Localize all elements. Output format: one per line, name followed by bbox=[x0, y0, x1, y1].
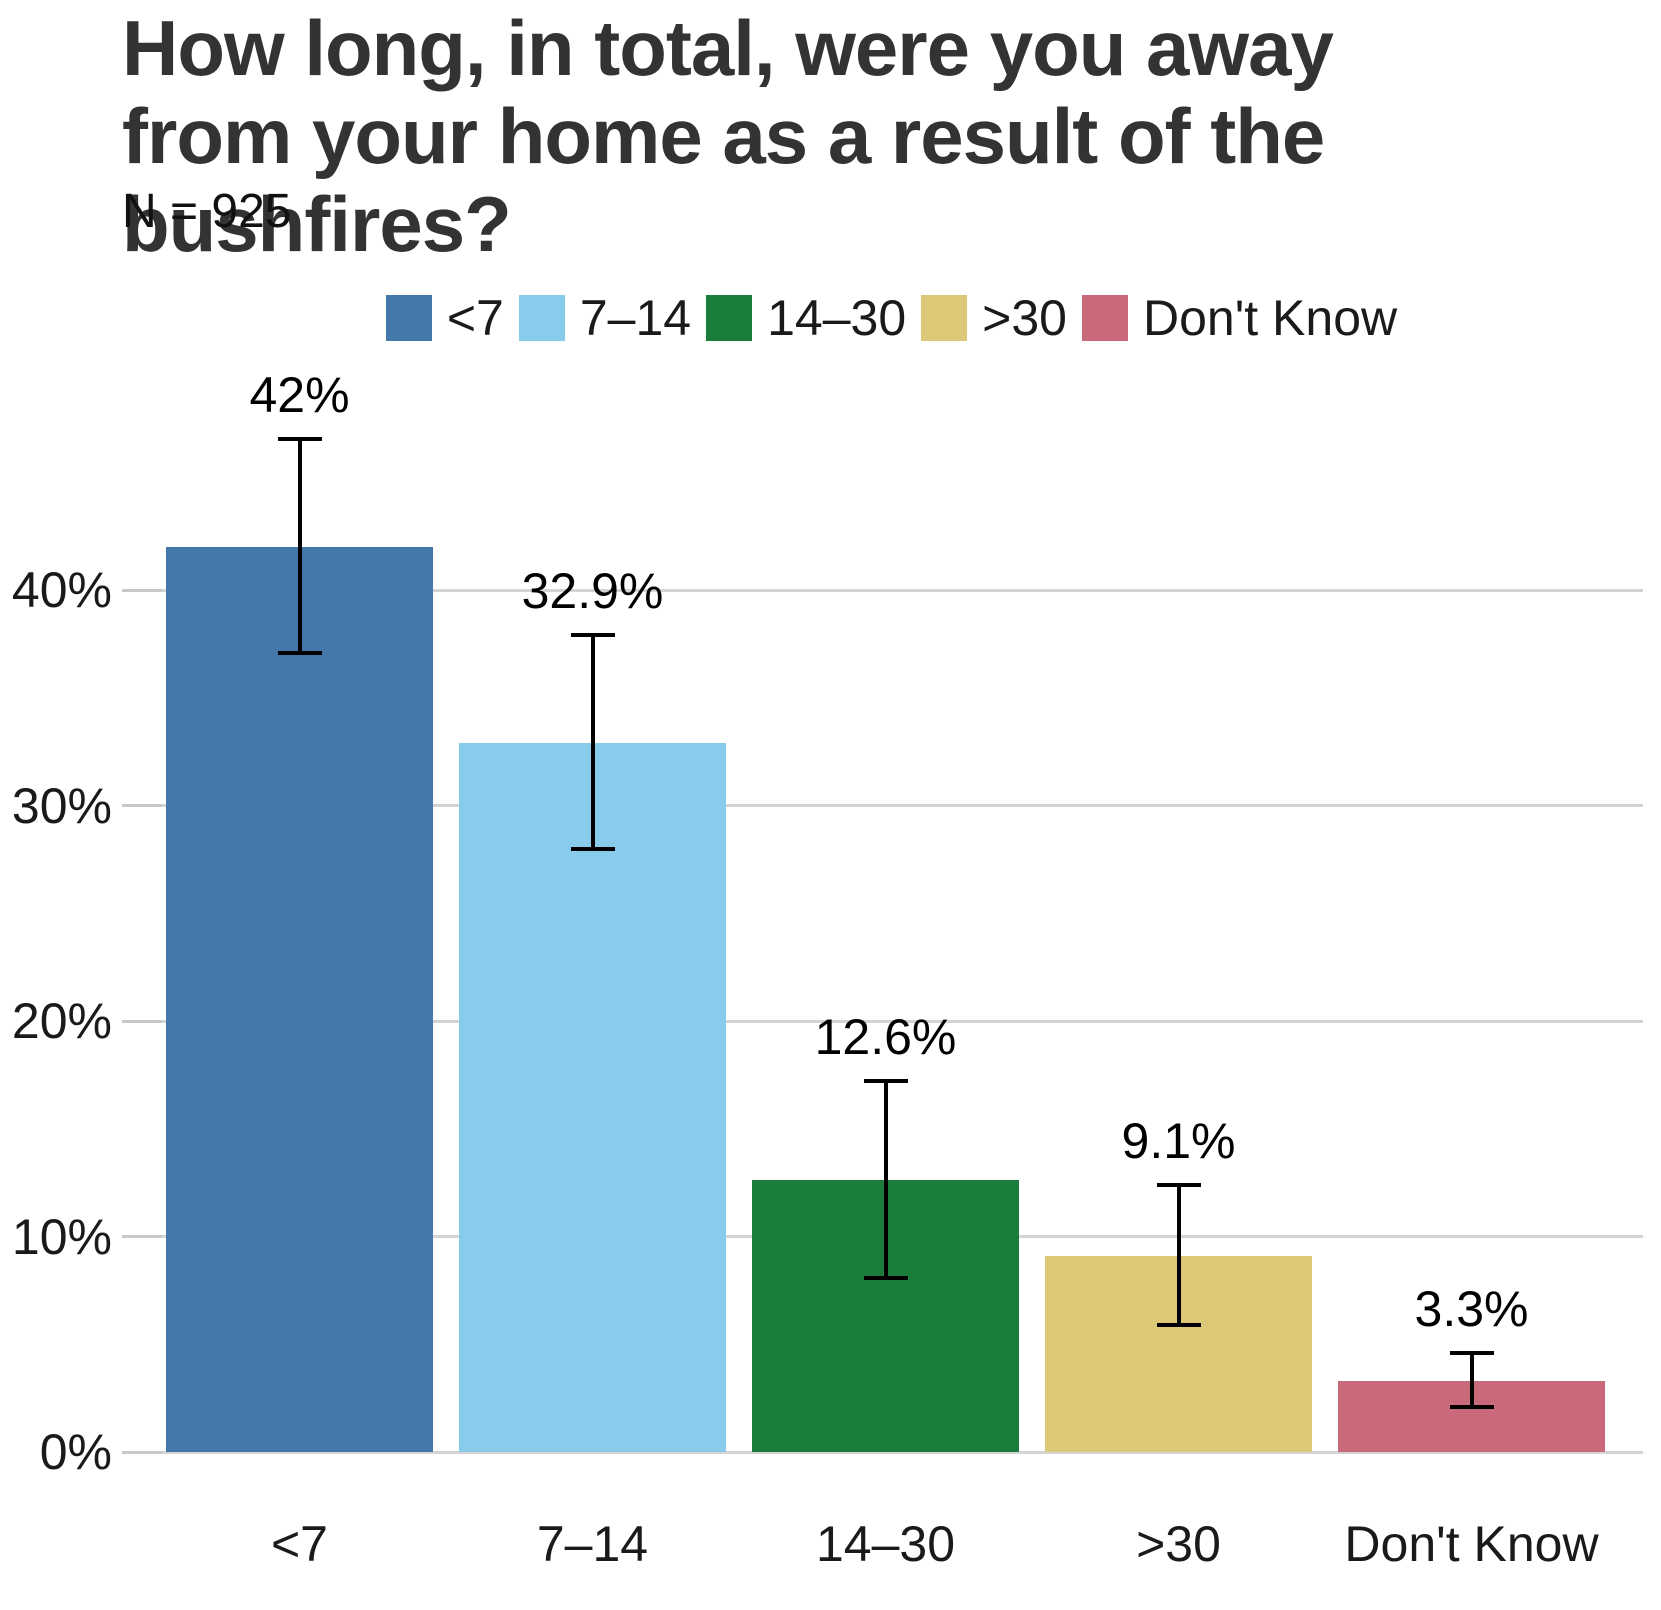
error-bar-line bbox=[1469, 1350, 1474, 1409]
legend-swatch-icon bbox=[385, 295, 432, 341]
gridline-30% bbox=[140, 804, 1643, 807]
y-axis-tick bbox=[122, 804, 162, 807]
legend-swatch-icon bbox=[921, 295, 968, 341]
error-bar-cap-bottom bbox=[570, 846, 615, 851]
y-axis-tick bbox=[122, 1235, 162, 1238]
legend-swatch-icon bbox=[1081, 295, 1128, 341]
gridline-0% bbox=[140, 1450, 1643, 1454]
y-axis-tick bbox=[122, 1450, 162, 1454]
bar-2 bbox=[459, 743, 726, 1452]
error-bar-1 bbox=[277, 436, 322, 655]
gridline-40% bbox=[140, 588, 1643, 592]
value-label-3: 12.6% bbox=[814, 1009, 957, 1066]
x-tick-label-5: Don't Know bbox=[1344, 1516, 1599, 1572]
error-bar-cap-top bbox=[863, 1079, 908, 1084]
legend-label: Don't Know bbox=[1142, 290, 1398, 346]
error-bar-cap-top bbox=[277, 436, 322, 441]
legend-label: <7 bbox=[446, 290, 504, 346]
error-bar-5 bbox=[1449, 1350, 1494, 1409]
error-bar-cap-top bbox=[570, 633, 615, 638]
bar-1 bbox=[166, 546, 433, 1452]
error-bar-cap-bottom bbox=[1156, 1323, 1201, 1327]
error-bar-line bbox=[1176, 1182, 1181, 1327]
value-label-5: 3.3% bbox=[1414, 1280, 1529, 1337]
error-bar-line bbox=[297, 436, 302, 655]
y-axis-label: 40% bbox=[11, 562, 112, 618]
error-bar-3 bbox=[863, 1079, 908, 1280]
y-axis-label: 30% bbox=[11, 777, 112, 834]
error-bar-cap-top bbox=[1156, 1182, 1201, 1187]
error-bar-cap-bottom bbox=[1449, 1404, 1494, 1409]
y-axis-tick bbox=[122, 1019, 162, 1023]
x-tick-label-3: 14–30 bbox=[815, 1516, 956, 1572]
legend-item-2: 7–14 bbox=[518, 289, 692, 347]
value-label-4: 9.1% bbox=[1121, 1112, 1236, 1169]
error-bar-cap-bottom bbox=[863, 1275, 908, 1280]
legend-item-4: >30 bbox=[921, 289, 1067, 347]
value-label-2: 32.9% bbox=[521, 563, 664, 620]
error-bar-cap-top bbox=[1449, 1350, 1494, 1355]
legend-label: 7–14 bbox=[579, 290, 692, 346]
error-bar-4 bbox=[1156, 1182, 1201, 1327]
error-bar-2 bbox=[570, 633, 615, 851]
y-axis-label: 0% bbox=[39, 1424, 112, 1480]
legend-item-3: 14–30 bbox=[706, 289, 906, 347]
error-bar-line bbox=[590, 633, 595, 851]
error-bar-cap-bottom bbox=[277, 650, 322, 655]
chart-title: How long, in total, were you away from y… bbox=[122, 4, 1334, 269]
error-bar-line bbox=[883, 1079, 888, 1280]
x-tick-label-2: 7–14 bbox=[536, 1516, 649, 1572]
legend-item-5: Don't Know bbox=[1081, 289, 1398, 347]
legend: <7 7–14 14–30 >30 Don't Know bbox=[140, 289, 1643, 347]
x-tick-label-4: >30 bbox=[1136, 1516, 1221, 1572]
legend-swatch-icon bbox=[518, 295, 565, 341]
y-axis-label: 10% bbox=[11, 1208, 112, 1265]
x-tick-label-1: <7 bbox=[270, 1516, 328, 1572]
y-axis-tick bbox=[122, 588, 162, 592]
sample-size-label: N = 925 bbox=[122, 185, 292, 238]
y-axis-label: 20% bbox=[11, 993, 112, 1049]
value-label-1: 42% bbox=[249, 366, 350, 423]
legend-item-1: <7 bbox=[385, 289, 504, 347]
gridline-20% bbox=[140, 1019, 1643, 1023]
legend-label: >30 bbox=[982, 290, 1067, 346]
legend-swatch-icon bbox=[706, 295, 753, 341]
legend-label: 14–30 bbox=[767, 290, 907, 346]
